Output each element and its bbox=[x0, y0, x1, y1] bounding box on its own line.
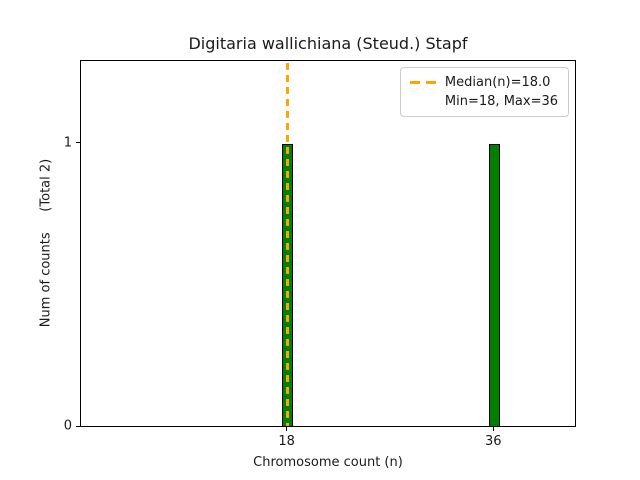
legend: Median(n)=18.0 Min=18, Max=36 bbox=[399, 67, 569, 117]
median-line bbox=[286, 63, 290, 426]
plot-area: Median(n)=18.0 Min=18, Max=36 bbox=[80, 60, 576, 427]
chart-title: Digitaria wallichiana (Steud.) Stapf bbox=[188, 34, 468, 53]
x-tick-mark bbox=[286, 427, 288, 431]
y-axis-label: Num of counts (Total 2) bbox=[38, 158, 54, 328]
x-tick-label: 18 bbox=[278, 434, 295, 449]
y-tick-label: 0 bbox=[63, 418, 72, 434]
legend-label-median: Median(n)=18.0 bbox=[444, 75, 551, 90]
legend-swatch-empty bbox=[410, 100, 436, 103]
x-tick-label: 36 bbox=[485, 434, 502, 449]
y-tick-mark bbox=[76, 142, 80, 143]
legend-entry-minmax: Min=18, Max=36 bbox=[410, 94, 558, 109]
x-axis-label: Chromosome count (n) bbox=[253, 455, 403, 470]
y-tick-mark bbox=[76, 425, 80, 427]
x-tick-mark bbox=[492, 427, 494, 431]
y-tick-label: 1 bbox=[63, 135, 72, 150]
bar-n36 bbox=[488, 143, 500, 427]
legend-entry-median: Median(n)=18.0 bbox=[409, 75, 558, 90]
legend-label-minmax: Min=18, Max=36 bbox=[444, 94, 558, 109]
median-dashed-line-swatch bbox=[409, 81, 436, 84]
